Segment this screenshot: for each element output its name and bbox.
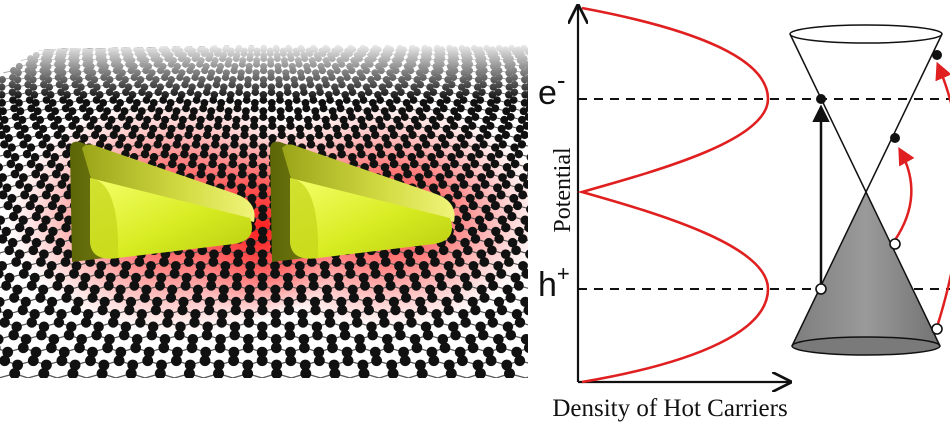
density-curve: [577, 6, 770, 384]
scatter-arrow: [893, 146, 915, 241]
hole-dot: [815, 283, 827, 295]
dirac-cone: [789, 24, 950, 356]
nanoantenna: [70, 141, 255, 262]
nanoantenna: [270, 141, 455, 262]
y-axis-label: Potential: [550, 147, 576, 233]
hole-dot: [931, 323, 943, 335]
x-axis-label: Density of Hot Carriers: [552, 395, 787, 422]
scatter-arrow: [935, 61, 950, 328]
electron-dot: [890, 133, 900, 143]
electron-dot: [932, 50, 942, 60]
density-plot: e- h+ Potential Density of Hot Carriers: [538, 6, 950, 422]
hole-label: h+: [538, 261, 570, 304]
hole-dot: [889, 238, 901, 250]
graphene-panel: [0, 40, 528, 378]
electron-dot: [816, 94, 826, 104]
electron-label: e-: [538, 65, 566, 112]
